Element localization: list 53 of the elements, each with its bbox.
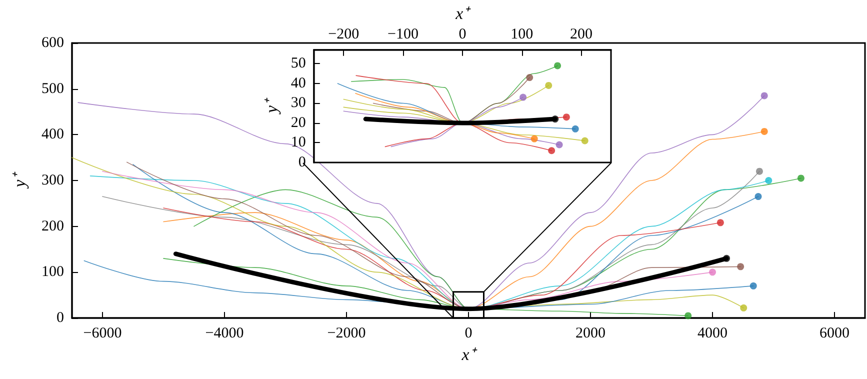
point <box>545 82 552 89</box>
y-tick-label: 40 <box>290 75 306 92</box>
x-tick-label: 100 <box>510 26 534 42</box>
y-tick-label: 400 <box>42 126 64 143</box>
point <box>554 62 562 70</box>
y-tick-label: 50 <box>290 56 306 72</box>
y-tick-label: 600 <box>42 35 64 51</box>
x-tick-label: −200 <box>328 26 360 42</box>
point <box>556 141 563 148</box>
x-tick-label: 0 <box>464 326 472 342</box>
y-tick-label: 300 <box>42 172 64 188</box>
point <box>723 254 730 262</box>
x-tick-label: 200 <box>570 26 593 42</box>
x-axis-title: x⁺ <box>454 4 472 23</box>
x-tick-label: −100 <box>388 26 419 42</box>
y-tick-label: 30 <box>290 95 306 112</box>
point <box>520 94 527 101</box>
point <box>756 168 763 175</box>
x-tick-label: −4000 <box>205 326 244 342</box>
y-tick-label: 10 <box>290 134 306 151</box>
point <box>760 92 768 100</box>
y-tick-label: 0 <box>298 154 306 170</box>
x-axis-title: x⁺ <box>460 344 478 364</box>
point <box>684 312 692 320</box>
point <box>548 147 556 154</box>
x-tick-label: 6000 <box>820 326 850 342</box>
x-tick-label: −6000 <box>83 326 122 342</box>
point <box>552 116 559 123</box>
point <box>526 74 534 82</box>
point <box>530 135 538 142</box>
x-tick-label: −2000 <box>327 326 366 342</box>
point <box>765 177 772 184</box>
y-tick-label: 20 <box>290 114 306 131</box>
y-tick-label: 100 <box>42 264 64 280</box>
point <box>562 114 570 121</box>
point <box>716 219 724 226</box>
x-tick-label: 0 <box>458 26 466 42</box>
y-tick-label: 200 <box>42 218 64 234</box>
y-axis-title: y⁺ <box>262 97 281 115</box>
x-tick-label: 2000 <box>576 326 606 342</box>
y-tick-label: 500 <box>42 80 64 97</box>
point <box>797 174 804 182</box>
point <box>760 128 768 135</box>
point <box>572 125 579 132</box>
point <box>709 268 716 276</box>
y-tick-label: 0 <box>56 310 64 326</box>
point <box>737 263 744 270</box>
point <box>581 137 588 144</box>
y-axis-title: y⁺ <box>10 172 29 190</box>
point <box>740 304 748 312</box>
x-tick-label: 4000 <box>698 326 728 342</box>
point <box>750 282 757 290</box>
point <box>754 193 762 200</box>
